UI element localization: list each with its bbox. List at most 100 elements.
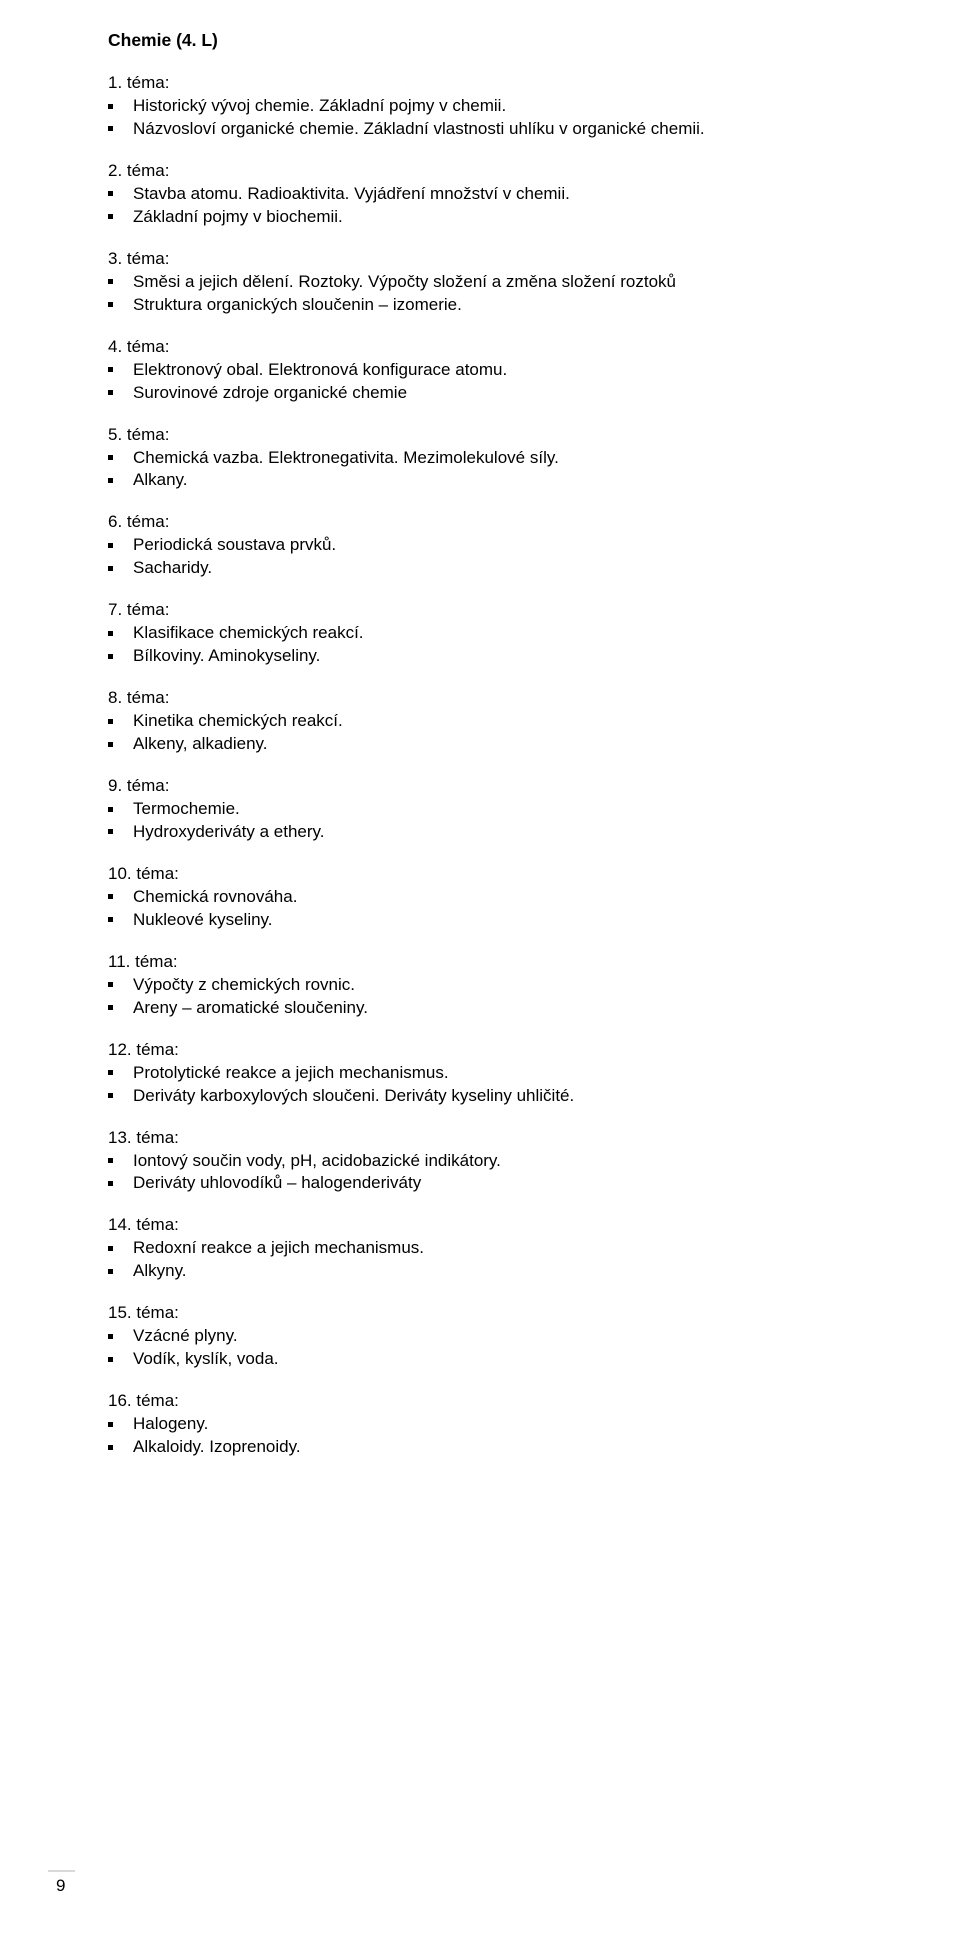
- list-item-text: Hydroxyderiváty a ethery.: [133, 821, 960, 844]
- bullet-icon: [108, 1269, 113, 1274]
- bullet-icon: [108, 631, 113, 636]
- bullet-icon: [108, 302, 113, 307]
- topic-number: 9.: [108, 776, 122, 795]
- list-item-text: Struktura organických sloučenin – izomer…: [133, 294, 960, 317]
- list-item: Stavba atomu. Radioaktivita. Vyjádření m…: [108, 183, 960, 206]
- topic-heading: 9. téma:: [108, 776, 960, 796]
- topic: 8. téma:Kinetika chemických reakcí.Alken…: [108, 688, 960, 756]
- topic-heading: 10. téma:: [108, 864, 960, 884]
- topic-number: 10.: [108, 864, 132, 883]
- topic: 1. téma:Historický vývoj chemie. Základn…: [108, 73, 960, 141]
- list-item-text: Alkaloidy. Izoprenoidy.: [133, 1436, 960, 1459]
- bullet-icon: [108, 1158, 113, 1163]
- topic-heading: 15. téma:: [108, 1303, 960, 1323]
- topic: 13. téma:Iontový součin vody, pH, acidob…: [108, 1128, 960, 1196]
- list-item-text: Sacharidy.: [133, 557, 960, 580]
- bullet-icon: [108, 543, 113, 548]
- bullet-icon: [108, 214, 113, 219]
- list-item: Sacharidy.: [108, 557, 960, 580]
- list-item-text: Základní pojmy v biochemii.: [133, 206, 960, 229]
- topic-number: 8.: [108, 688, 122, 707]
- document-page: Chemie (4. L) 1. téma:Historický vývoj c…: [0, 0, 960, 1940]
- list-item-text: Termochemie.: [133, 798, 960, 821]
- list-item-text: Historický vývoj chemie. Základní pojmy …: [133, 95, 960, 118]
- topic-number: 11.: [108, 952, 130, 971]
- list-item: Směsi a jejich dělení. Roztoky. Výpočty …: [108, 271, 960, 294]
- list-item: Surovinové zdroje organické chemie: [108, 382, 960, 405]
- bullet-icon: [108, 1246, 113, 1251]
- list-item: Výpočty z chemických rovnic.: [108, 974, 960, 997]
- topic-number: 3.: [108, 249, 122, 268]
- topic-number: 16.: [108, 1391, 132, 1410]
- topic-heading: 1. téma:: [108, 73, 960, 93]
- bullet-icon: [108, 829, 113, 834]
- topic: 11. téma: Výpočty z chemických rovnic.Are…: [108, 952, 960, 1020]
- topic-label: téma:: [127, 776, 170, 795]
- topic: 7. téma:Klasifikace chemických reakcí.Bí…: [108, 600, 960, 668]
- bullet-icon: [108, 654, 113, 659]
- topic-heading: 3. téma:: [108, 249, 960, 269]
- bullet-icon: [108, 742, 113, 747]
- list-item: Redoxní reakce a jejich mechanismus.: [108, 1237, 960, 1260]
- topic-heading: 8. téma:: [108, 688, 960, 708]
- topic: 16. téma:Halogeny.Alkaloidy. Izoprenoidy…: [108, 1391, 960, 1459]
- list-item-text: Stavba atomu. Radioaktivita. Vyjádření m…: [133, 183, 960, 206]
- list-item: Názvosloví organické chemie. Základní vl…: [108, 118, 960, 141]
- list-item: Vzácné plyny.: [108, 1325, 960, 1348]
- topic-label: téma:: [135, 952, 178, 971]
- bullet-icon: [108, 1445, 113, 1450]
- list-item: Halogeny.: [108, 1413, 960, 1436]
- list-item-text: Areny – aromatické sloučeniny.: [133, 997, 960, 1020]
- topic-heading: 6. téma:: [108, 512, 960, 532]
- list-item-text: Iontový součin vody, pH, acidobazické in…: [133, 1150, 960, 1173]
- topic-label: téma:: [136, 1215, 179, 1234]
- topic: 2. téma:Stavba atomu. Radioaktivita. Vyj…: [108, 161, 960, 229]
- list-item-text: Alkany.: [133, 469, 960, 492]
- bullet-icon: [108, 1181, 113, 1186]
- list-item-text: Deriváty karboxylových sloučeni. Derivát…: [133, 1085, 960, 1108]
- topic-heading: 13. téma:: [108, 1128, 960, 1148]
- bullet-icon: [108, 390, 113, 395]
- list-item: Alkany.: [108, 469, 960, 492]
- topic: 14. téma: Redoxní reakce a jejich mechani…: [108, 1215, 960, 1283]
- bullet-icon: [108, 719, 113, 724]
- topic-number: 5.: [108, 425, 122, 444]
- list-item-text: Elektronový obal. Elektronová konfigurac…: [133, 359, 960, 382]
- bullet-icon: [108, 566, 113, 571]
- topic-number: 2.: [108, 161, 122, 180]
- list-item: Periodická soustava prvků.: [108, 534, 960, 557]
- topic: 9. téma:Termochemie.Hydroxyderiváty a et…: [108, 776, 960, 844]
- list-item: Alkeny, alkadieny.: [108, 733, 960, 756]
- topic-number: 14.: [108, 1215, 132, 1234]
- list-item-text: Deriváty uhlovodíků – halogenderiváty: [133, 1172, 960, 1195]
- page-title: Chemie (4. L): [108, 30, 960, 51]
- bullet-icon: [108, 455, 113, 460]
- topic-heading: 5. téma:: [108, 425, 960, 445]
- topic: 15. téma:Vzácné plyny.Vodík, kyslík, vod…: [108, 1303, 960, 1371]
- list-item-text: Bílkoviny. Aminokyseliny.: [133, 645, 960, 668]
- topic-heading: 2. téma:: [108, 161, 960, 181]
- bullet-icon: [108, 1357, 113, 1362]
- page-number: 9: [48, 1870, 75, 1896]
- topic-label: téma:: [136, 1128, 179, 1147]
- list-item: Alkyny.: [108, 1260, 960, 1283]
- topic-label: téma:: [127, 425, 170, 444]
- topic-label: téma:: [127, 688, 170, 707]
- bullet-icon: [108, 367, 113, 372]
- topic: 10. téma:Chemická rovnováha.Nukleové kys…: [108, 864, 960, 932]
- bullet-icon: [108, 104, 113, 109]
- bullet-icon: [108, 1070, 113, 1075]
- list-item-text: Názvosloví organické chemie. Základní vl…: [133, 118, 960, 141]
- list-item-text: Vodík, kyslík, voda.: [133, 1348, 960, 1371]
- bullet-icon: [108, 917, 113, 922]
- list-item: Klasifikace chemických reakcí.: [108, 622, 960, 645]
- topic: 5. téma:Chemická vazba. Elektronegativit…: [108, 425, 960, 493]
- list-item-text: Chemická rovnováha.: [133, 886, 960, 909]
- topic: 4. téma:Elektronový obal. Elektronová ko…: [108, 337, 960, 405]
- list-item: Bílkoviny. Aminokyseliny.: [108, 645, 960, 668]
- list-item-text: Redoxní reakce a jejich mechanismus.: [133, 1237, 960, 1260]
- list-item-text: Alkyny.: [133, 1260, 960, 1283]
- bullet-icon: [108, 1093, 113, 1098]
- list-item-text: Periodická soustava prvků.: [133, 534, 960, 557]
- bullet-icon: [108, 1422, 113, 1427]
